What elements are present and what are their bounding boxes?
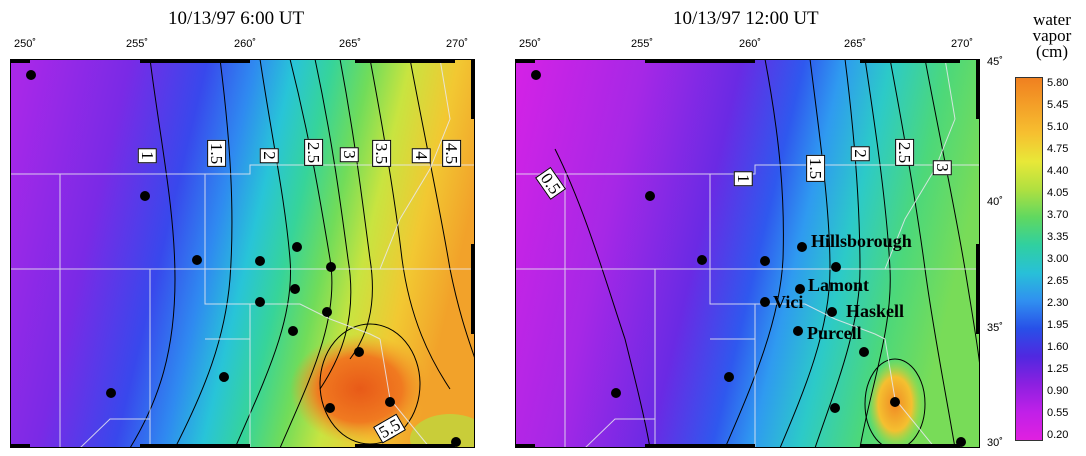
colorbar-tick-label: 2.30 [1047,297,1069,309]
contour-label: 3 [339,147,359,162]
lon-label: 260˚ [738,38,762,50]
panel-title-1200: 10/13/97 12:00 UT [673,8,819,29]
station-marker-vici [760,297,770,307]
lon-label: 265˚ [843,38,867,50]
contour-label: 1 [137,148,157,163]
colorbar-tick-label: 0.55 [1047,407,1069,419]
lat-label: 30˚ [987,437,1003,449]
lat-label: 35˚ [987,322,1003,334]
stations [26,70,461,447]
site-label-hillsborough: Hillsborough [811,231,912,251]
station-marker [645,191,655,201]
contour-label: 1.5 [806,154,826,183]
station-marker [956,437,966,447]
station-marker [140,191,150,201]
station-marker [760,256,770,266]
colorbar-tick-label: 5.10 [1047,121,1069,133]
station-marker-purcell [793,326,803,336]
station-marker-hillsborough [797,242,807,252]
colorbar-tick-label: 3.35 [1047,231,1069,243]
colorbar-tick-label: 4.75 [1047,143,1069,155]
station-marker [325,403,335,413]
contour-label: 2.5 [304,138,324,167]
water-vapor-map-0600: 1 1.5 2 2.5 3 3.5 4 4.5 5.5 [10,59,475,448]
station-marker-lamont [795,284,805,294]
lat-label: 45˚ [987,56,1003,68]
station-marker [292,242,302,252]
contour-label: 2 [259,148,279,163]
station-marker [326,262,336,272]
colorbar-tick-label: 1.60 [1047,341,1069,353]
state-boundaries [515,59,980,448]
water-vapor-map-1200: 0.5 1 1.5 2 2.5 3 Hillsborough Lamont Vi… [515,59,980,448]
colorbar-tick-label: 1.95 [1047,319,1069,331]
colorbar-title-line: vapor [1032,26,1072,45]
station-marker [890,397,900,407]
lon-label: 270˚ [445,38,469,50]
colorbar-tick-label: 2.65 [1047,275,1069,287]
contour-label: 3.5 [372,139,392,168]
station-marker [859,347,869,357]
contour-label: 2.5 [895,138,915,167]
panel-title-0600: 10/13/97 6:00 UT [168,8,305,29]
station-marker [192,255,202,265]
frame-ticks [515,59,980,448]
colorbar [1015,77,1043,441]
colorbar-tick-label: 3.70 [1047,209,1069,221]
site-label-purcell: Purcell [807,323,862,343]
station-marker [322,307,332,317]
station-marker [290,284,300,294]
contour-label: 4.5 [442,139,462,168]
lon-label: 255˚ [630,38,654,50]
station-marker [106,388,116,398]
station-marker [724,372,734,382]
station-marker-haskell [827,307,837,317]
colorbar-tick-label: 5.80 [1047,77,1069,89]
station-marker [255,297,265,307]
station-marker [531,70,541,80]
station-marker [26,70,36,80]
contour-label: 1 [733,171,753,186]
colorbar-tick-label: 5.45 [1047,99,1069,111]
lon-label: 270˚ [950,38,974,50]
colorbar-tick-label: 1.25 [1047,363,1069,375]
colorbar-tick-label: 4.40 [1047,165,1069,177]
station-marker [288,326,298,336]
station-marker [697,255,707,265]
colorbar-title: water vapor (cm) [1019,10,1085,61]
contour-lines [129,59,475,448]
station-marker [830,403,840,413]
station-marker [451,437,461,447]
site-label-lamont: Lamont [808,275,870,295]
site-label-vici: Vici [773,292,804,312]
station-marker [831,262,841,272]
station-marker [255,256,265,266]
stations [531,70,966,447]
contour-label: 3 [932,160,952,175]
lon-label: 250˚ [13,38,37,50]
contour-label: 1.5 [207,139,227,168]
colorbar-title-line: water [1033,10,1071,29]
station-marker [385,397,395,407]
colorbar-tick-label: 0.90 [1047,385,1069,397]
frame-ticks [10,59,475,448]
colorbar-tick-label: 4.05 [1047,187,1069,199]
site-label-haskell: Haskell [846,301,905,321]
contour-label: 2 [850,146,870,161]
state-boundaries [10,59,475,448]
lon-label: 265˚ [338,38,362,50]
station-marker [219,372,229,382]
longitude-labels-right: 250˚ 255˚ 260˚ 265˚ 270˚ [505,38,985,54]
station-marker [611,388,621,398]
colorbar-tick-label: 0.20 [1047,429,1069,441]
lon-label: 250˚ [518,38,542,50]
colorbar-tick-label: 3.00 [1047,253,1069,265]
lon-label: 260˚ [233,38,257,50]
lat-label: 40˚ [987,196,1003,208]
longitude-labels-left: 250˚ 255˚ 260˚ 265˚ 270˚ [0,38,480,54]
station-marker [354,347,364,357]
lon-label: 255˚ [125,38,149,50]
contour-label: 4 [411,148,431,163]
colorbar-title-line: (cm) [1035,42,1069,61]
